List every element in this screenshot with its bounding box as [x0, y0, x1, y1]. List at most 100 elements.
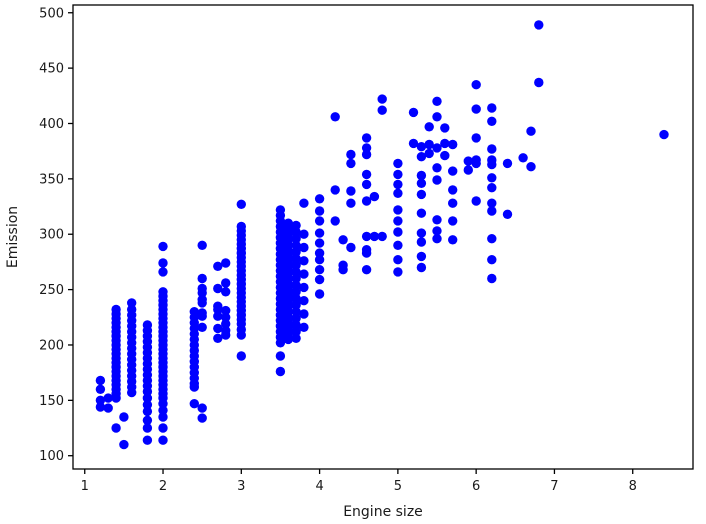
data-point — [448, 185, 458, 195]
data-point — [361, 149, 372, 160]
y-tick-label: 200 — [39, 338, 64, 353]
data-point — [103, 393, 113, 403]
data-point — [659, 129, 669, 140]
data-point — [291, 320, 301, 330]
y-tick-label: 450 — [39, 62, 64, 77]
data-point — [361, 196, 372, 206]
data-point — [111, 393, 121, 403]
y-tick-label: 500 — [39, 6, 64, 21]
data-point — [369, 191, 380, 202]
y-tick-label: 300 — [39, 228, 64, 243]
data-point — [346, 158, 356, 169]
data-point — [448, 198, 458, 208]
data-point — [291, 227, 301, 237]
data-point — [95, 384, 106, 394]
data-point — [275, 366, 286, 377]
data-point — [299, 256, 309, 266]
data-point — [416, 228, 427, 238]
data-point — [142, 400, 153, 410]
data-point — [299, 269, 309, 279]
data-point — [299, 229, 309, 239]
data-point — [487, 206, 497, 216]
data-point — [314, 206, 325, 216]
data-point — [432, 175, 442, 185]
data-point — [236, 330, 246, 340]
data-point — [448, 235, 458, 245]
data-point — [416, 208, 427, 218]
data-point — [213, 283, 223, 294]
data-point — [291, 253, 301, 264]
data-point — [346, 149, 356, 160]
plot-frame — [72, 4, 694, 470]
data-point — [314, 216, 325, 226]
data-point — [330, 216, 340, 226]
data-point — [111, 423, 121, 433]
data-point — [361, 231, 372, 242]
data-point — [393, 179, 403, 190]
x-tick-label: 5 — [394, 479, 402, 494]
data-point — [221, 319, 231, 329]
data-point — [432, 234, 442, 244]
data-point — [377, 231, 387, 242]
y-axis-label: Emission — [5, 206, 21, 268]
data-point — [408, 138, 419, 149]
data-point — [299, 296, 309, 306]
data-point — [361, 248, 372, 258]
data-point — [487, 255, 497, 265]
data-point — [299, 198, 309, 208]
data-point — [158, 399, 168, 409]
data-point — [487, 183, 497, 193]
data-point — [299, 242, 309, 253]
data-point — [213, 261, 223, 271]
data-point — [221, 258, 231, 268]
data-point — [221, 287, 231, 297]
data-point — [119, 439, 129, 450]
data-point — [393, 267, 403, 277]
x-tick-label: 2 — [159, 479, 167, 494]
data-point — [534, 20, 544, 30]
data-point — [432, 215, 442, 225]
data-point — [361, 169, 372, 180]
x-axis-label: Engine size — [343, 504, 423, 520]
data-point — [158, 423, 168, 433]
data-point — [526, 162, 536, 172]
data-point — [213, 323, 223, 334]
data-point — [432, 96, 442, 107]
data-point — [236, 351, 246, 361]
data-point — [314, 289, 325, 299]
data-point — [142, 393, 153, 403]
data-point — [487, 116, 497, 127]
y-tick-label: 400 — [39, 117, 64, 132]
data-point — [314, 274, 325, 285]
data-point — [221, 278, 231, 288]
data-point — [487, 103, 497, 113]
data-point — [440, 150, 450, 161]
data-point — [213, 304, 223, 315]
data-point — [158, 435, 168, 445]
data-point — [487, 234, 497, 244]
data-point — [534, 77, 544, 88]
data-point — [221, 305, 231, 316]
data-point — [416, 152, 427, 162]
data-point — [291, 260, 301, 270]
data-point — [291, 234, 301, 244]
data-point — [119, 412, 129, 422]
data-point — [416, 251, 427, 262]
data-point — [463, 165, 473, 175]
data-point — [158, 412, 168, 422]
data-point — [448, 166, 458, 176]
data-point — [291, 327, 301, 337]
data-point — [424, 148, 434, 159]
data-point — [361, 179, 372, 190]
x-tick-label: 1 — [81, 479, 89, 494]
data-point — [95, 402, 106, 412]
data-point — [197, 322, 207, 332]
data-point — [440, 123, 450, 133]
axes-layer: 1 2 3 4 5 6 7 8 100 150 200 250 300 350 400 450 500 — [39, 4, 694, 494]
data-point — [314, 228, 325, 238]
data-point — [432, 226, 442, 236]
data-point — [346, 186, 356, 196]
data-point — [95, 375, 106, 386]
data-point — [393, 169, 403, 180]
